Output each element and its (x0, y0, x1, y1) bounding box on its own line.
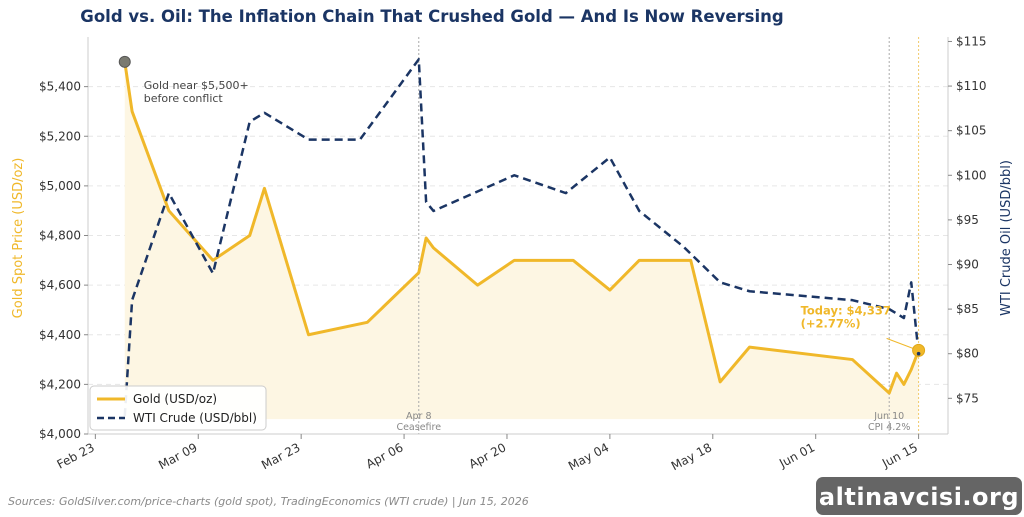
today-note: Today: $4,337 (801, 303, 891, 317)
y-right-tick-label: $105 (956, 124, 987, 138)
y-right-tick-label: $95 (956, 213, 979, 227)
y-right-tick-label: $75 (956, 391, 979, 405)
x-tick-label: Mar 23 (259, 440, 302, 472)
y-left-tick-label: $4,000 (39, 427, 81, 441)
x-axis-ticks: Feb 23 Mar 09 Mar 23 Apr 06 Apr 20 May 04 May … (55, 434, 920, 473)
y-left-tick-label: $4,600 (39, 278, 81, 292)
oil-line (123, 58, 920, 417)
y-right-tick-label: $110 (956, 79, 987, 93)
y-axis-left-label: Gold Spot Price (USD/oz) (11, 158, 26, 319)
series-lines (123, 58, 920, 417)
x-tick-label: Jun 15 (879, 440, 920, 471)
gold-peak-note: Gold near $5,500+ (144, 79, 249, 92)
right-axis-ticks: $75 $80 $85 $90 $95 $100 $105 $110 $115 (948, 34, 987, 405)
oil-last-point (916, 351, 921, 356)
annotations: Gold near $5,500+before conflict Today: $… (118, 55, 926, 357)
gold-area-fill (124, 61, 919, 420)
legend-label-oil: WTI Crude (USD/bbl) (133, 411, 257, 425)
x-tick-label: Mar 09 (156, 440, 199, 472)
event-label: CPI 4.2% (868, 422, 910, 433)
today-marker (912, 343, 926, 357)
gold-peak-note: before conflict (144, 92, 224, 105)
x-tick-label: May 18 (669, 440, 714, 473)
y-left-tick-label: $4,800 (39, 229, 81, 243)
x-tick-label: Jun 01 (776, 440, 817, 471)
y-left-tick-label: $4,200 (39, 377, 81, 391)
x-tick-label: May 04 (566, 440, 611, 473)
y-axis-right-label: WTI Crude Oil (USD/bbl) (999, 160, 1014, 316)
y-left-tick-label: $5,400 (39, 80, 81, 94)
x-tick-label: Apr 06 (364, 440, 406, 471)
event-label: Ceasefire (396, 422, 441, 433)
watermark-text: altinavcisi.org (819, 483, 1019, 511)
legend: Gold (USD/oz) WTI Crude (USD/bbl) (89, 385, 267, 431)
y-right-tick-label: $85 (956, 302, 979, 316)
y-right-tick-label: $115 (956, 34, 987, 48)
today-pointer (886, 337, 916, 350)
chart-title: Gold vs. Oil: The Inflation Chain That C… (80, 7, 783, 26)
gold-peak-marker (118, 55, 131, 68)
x-tick-label: Feb 23 (55, 440, 97, 471)
source-note: Sources: GoldSilver.com/price-charts (go… (8, 495, 529, 508)
legend-label-gold: Gold (USD/oz) (133, 392, 217, 406)
y-left-tick-label: $4,400 (39, 328, 81, 342)
gold-area (124, 61, 919, 420)
event-label: Jun 10 (873, 411, 904, 422)
left-axis-ticks: $4,000 $4,200 $4,400 $4,600 $4,800 $5,000 $5,2… (39, 80, 88, 441)
y-right-tick-label: $90 (956, 257, 979, 271)
y-left-tick-label: $5,200 (39, 129, 81, 143)
watermark: altinavcisi.org (816, 477, 1022, 515)
x-tick-label: Apr 20 (467, 440, 509, 471)
y-right-tick-label: $100 (956, 168, 987, 182)
y-right-tick-label: $80 (956, 347, 979, 361)
gold-line (123, 61, 920, 395)
today-note: (+2.77%) (801, 316, 861, 330)
event-label: Apr 8 (406, 411, 432, 422)
y-left-tick-label: $5,000 (39, 179, 81, 193)
